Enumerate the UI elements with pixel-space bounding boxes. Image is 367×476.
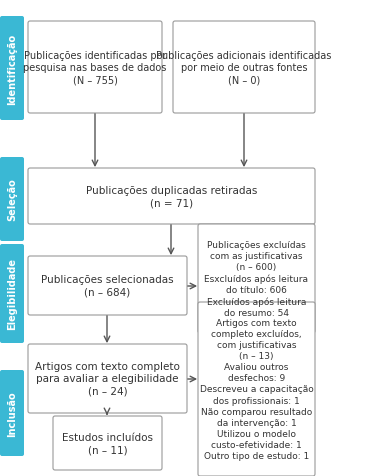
Text: Publicações selecionadas
(n – 684): Publicações selecionadas (n – 684) [41,275,174,297]
FancyBboxPatch shape [0,17,24,121]
Text: Inclusão: Inclusão [7,390,17,436]
FancyBboxPatch shape [28,344,187,413]
Text: Publicações excluídas
com as justificativas
(n – 600)
Esxcluídos após leitura
do: Publicações excluídas com as justificati… [204,240,309,317]
Text: Estudos incluídos
(n – 11): Estudos incluídos (n – 11) [62,432,153,454]
Text: Artigos com texto completo
para avaliar a elegibilidade
(n – 24): Artigos com texto completo para avaliar … [35,361,180,396]
FancyBboxPatch shape [198,302,315,476]
Text: Artigos com texto
completo excluídos,
com justificativas
(n – 13)
Avaliou outros: Artigos com texto completo excluídos, co… [200,318,313,460]
FancyBboxPatch shape [0,245,24,343]
Text: Publicações adicionais identificadas
por meio de outras fontes
(N – 0): Publicações adicionais identificadas por… [156,50,332,85]
Text: Identificação: Identificação [7,33,17,104]
FancyBboxPatch shape [28,22,162,114]
Text: Seleção: Seleção [7,178,17,221]
FancyBboxPatch shape [0,158,24,241]
FancyBboxPatch shape [0,370,24,456]
FancyBboxPatch shape [198,225,315,333]
Text: Elegibilidade: Elegibilidade [7,258,17,330]
Text: Publicações duplicadas retiradas
(n = 71): Publicações duplicadas retiradas (n = 71… [86,186,257,208]
FancyBboxPatch shape [53,416,162,470]
FancyBboxPatch shape [28,257,187,315]
Text: Publicações identificadas por
pesquisa nas bases de dados
(N – 755): Publicações identificadas por pesquisa n… [23,50,167,85]
FancyBboxPatch shape [173,22,315,114]
FancyBboxPatch shape [28,169,315,225]
